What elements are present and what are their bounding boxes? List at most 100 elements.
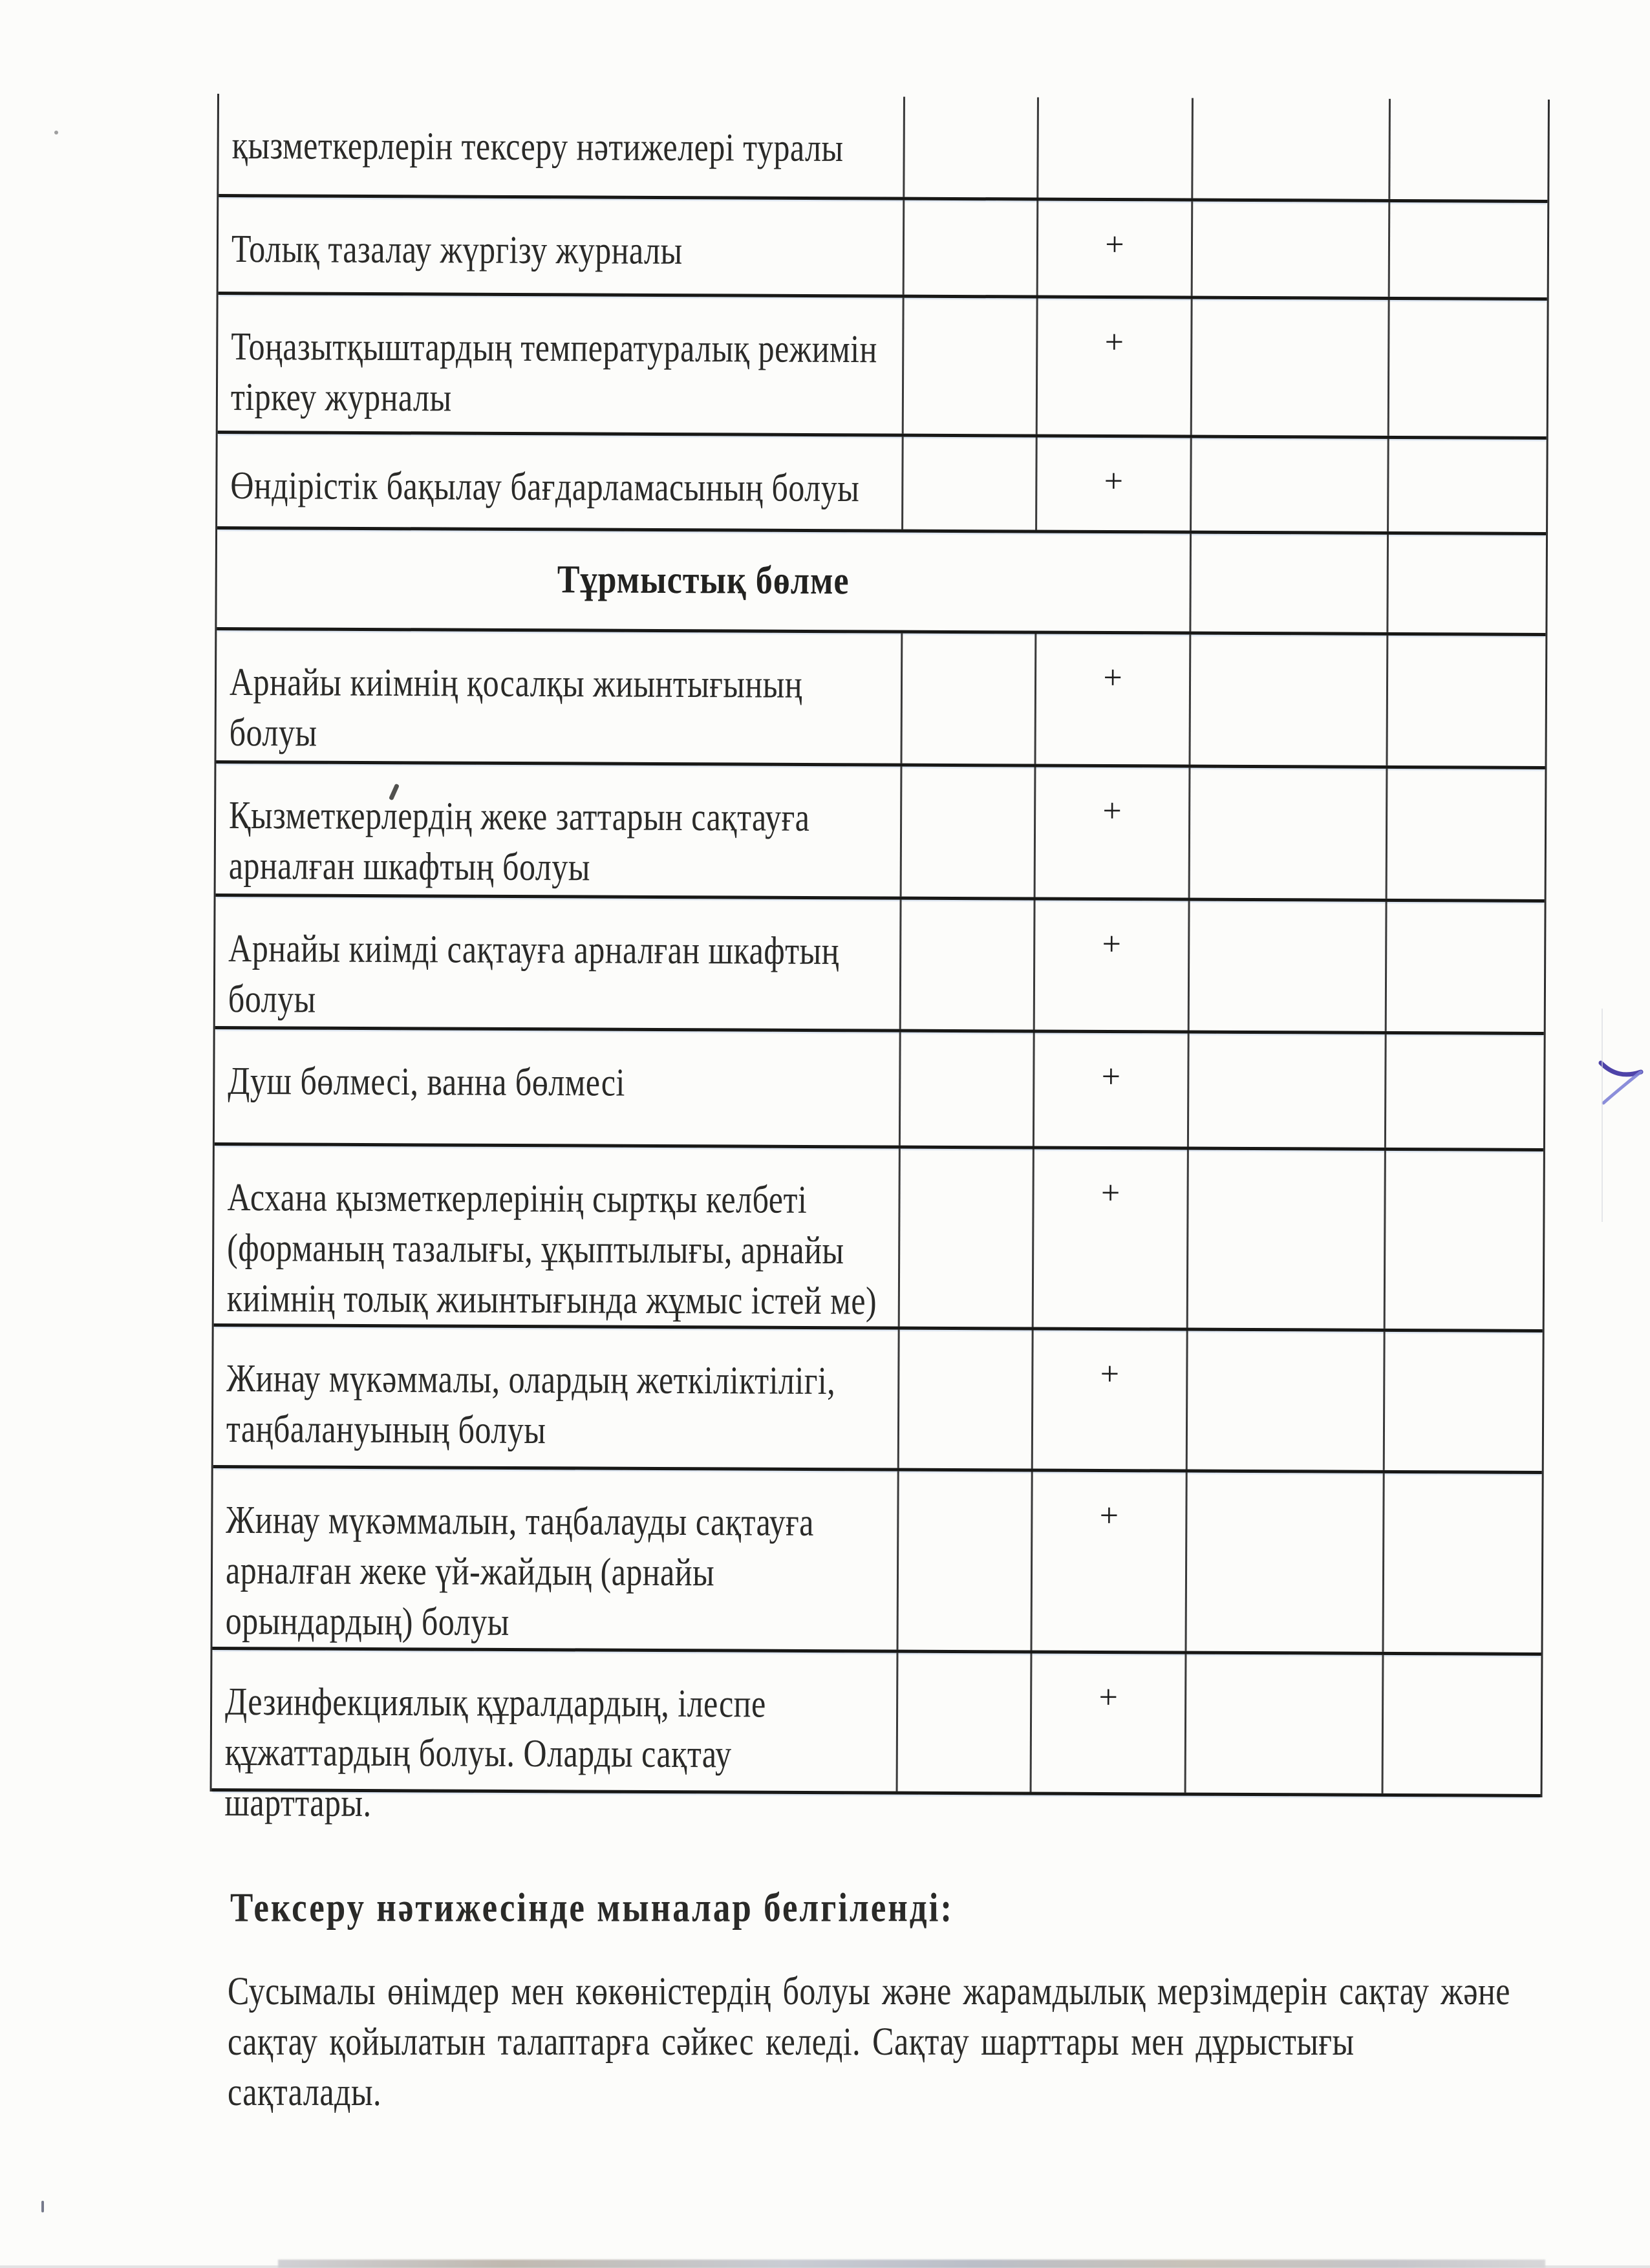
empty-cell [1191,533,1389,632]
criterion-text: Жинау мүкәммалы, олардың жеткіліктілігі,… [226,1355,836,1452]
criterion-text: Толық тазалау жүргізу журналы [231,226,683,273]
empty-cell [1387,902,1541,1032]
empty-cell [1189,901,1388,1031]
criterion-text: Дезинфекциялық құралдардың, ілеспе құжат… [224,1678,766,1825]
criterion-cell: Жинау мүкәммалы, олардың жеткіліктілігі,… [213,1326,900,1468]
empty-cell [1188,1033,1387,1148]
empty-cell [1193,98,1391,199]
empty-cell [904,200,1039,295]
plus-mark: + [1100,1355,1120,1393]
empty-cell [1385,1332,1539,1471]
check-column-cell: + [1032,1471,1188,1651]
criterion-cell: Қызметкерлердің жеке заттарын сақтауға а… [215,764,903,897]
empty-cell [1190,767,1388,899]
empty-cell [903,436,1038,530]
findings-paragraph-line: сақтау қойылатын талаптарға сәйкес келед… [228,2018,1355,2114]
table-row: Өндірістік бақылау бағдарламасының болуы… [217,434,1547,535]
table-row: Душ бөлмесі, ванна бөлмесі + [214,1029,1544,1151]
plus-mark: + [1100,1174,1120,1212]
criterion-text: Арнайы киімді сақтауға арналған шкафтың … [228,925,840,1021]
criterion-text: қызметкерлерін тексеру нәтижелері туралы [231,122,844,170]
empty-cell [1192,201,1391,297]
plus-mark: + [1098,1678,1118,1717]
criterion-cell: Арнайы киімнің қосалқы жиынтығының болуы [216,630,903,764]
table-row: Арнайы киімді сақтауға арналған шкафтың … [215,897,1545,1035]
dust-speck [41,2201,44,2212]
empty-cell [905,96,1039,198]
empty-cell [1388,535,1542,633]
section-header-label: Тұрмыстық бөлме [557,558,850,603]
empty-cell [1186,1472,1385,1652]
criterion-cell: Толық тазалау жүргізу журналы [218,197,905,295]
check-column-cell: + [1036,634,1192,765]
empty-cell [902,633,1037,764]
check-column-cell: + [1033,1330,1188,1470]
empty-cell [1188,1150,1386,1329]
table-row: Арнайы киімнің қосалқы жиынтығының болуы… [216,630,1546,769]
criterion-text: Қызметкерлердің жеке заттарын сақтауға а… [228,792,810,889]
empty-cell [1389,300,1543,436]
table-row: Жинау мүкәммалы, олардың жеткіліктілігі,… [213,1326,1543,1474]
criterion-text: Душ бөлмесі, ванна бөлмесі [228,1058,626,1104]
empty-cell [1388,769,1541,899]
empty-cell [899,1148,1034,1327]
findings-paragraph-line: Сусымалы өнімдер мен көкөністердің болуы… [228,1968,1510,2013]
findings-paragraph: Сусымалы өнімдер мен көкөністердің болуы… [228,1965,1510,2117]
empty-cell [1390,202,1544,297]
criterion-text: Жинау мүкәммалын, таңбалауды сақтауға ар… [225,1497,815,1644]
empty-cell [1390,99,1544,200]
criterion-text: Арнайы киімнің қосалқы жиынтығының болуы [229,659,803,754]
scanner-edge-artifact [278,2260,1545,2268]
criterion-cell: Өндірістік бақылау бағдарламасының болуы [217,434,904,530]
empty-cell [899,1329,1034,1469]
criterion-cell: Тоңазытқыштардың температуралық режимін … [217,295,905,434]
empty-cell [897,1653,1033,1792]
table-row: қызметкерлерін тексеру нәтижелері туралы [219,94,1548,203]
page-fold-artifact [1602,1009,1603,1222]
table-row: Жинау мүкәммалын, таңбалауды сақтауға ар… [212,1468,1542,1656]
table-row: Қызметкерлердің жеке заттарын сақтауға а… [215,764,1545,903]
empty-cell [901,766,1036,897]
check-column-cell [1038,97,1194,198]
plus-mark: + [1103,659,1122,697]
empty-cell [900,1032,1035,1146]
criterion-cell: қызметкерлерін тексеру нәтижелері туралы [219,94,905,197]
empty-cell [1386,1034,1540,1148]
empty-cell [1389,439,1543,532]
plus-mark: + [1105,226,1124,264]
plus-mark: + [1104,323,1124,361]
plus-mark: + [1102,792,1122,830]
table-row: Тоңазытқыштардың температуралық режимін … [217,295,1547,440]
criterion-cell: Душ бөлмесі, ванна бөлмесі [214,1029,901,1146]
plus-mark: + [1104,462,1124,500]
check-column-cell: + [1034,1032,1190,1147]
plus-mark: + [1099,1497,1119,1535]
table-row: Толық тазалау жүргізу журналы + [218,197,1548,301]
criterion-cell: Асхана қызметкерлерінің сыртқы келбеті (… [213,1145,901,1327]
empty-cell [901,899,1036,1030]
section-header-cell: Тұрмыстық бөлме [217,530,1192,632]
check-column-cell: + [1037,437,1192,531]
check-column-cell: + [1034,900,1190,1031]
empty-cell [1190,634,1389,765]
check-column-cell: + [1038,200,1194,296]
table-row: Дезинфекциялық құралдардың, ілеспе құжат… [211,1649,1541,1824]
findings-heading: Тексеру нәтижесінде мыналар белгіленді: [230,1885,954,1931]
empty-cell [903,297,1038,434]
empty-cell [1186,1654,1384,1793]
criterion-text: Асхана қызметкерлерінің сыртқы келбеті (… [226,1174,877,1323]
plus-mark: + [1101,1058,1121,1096]
criterion-cell: Дезинфекциялық құралдардың, ілеспе құжат… [211,1649,899,1824]
empty-cell [1192,299,1390,436]
check-column-cell: + [1031,1653,1187,1793]
check-column-cell: + [1033,1149,1189,1328]
inspection-table: қызметкерлерін тексеру нәтижелері туралы… [209,94,1550,1824]
criterion-text: Өндірістік бақылау бағдарламасының болуы [230,462,860,510]
empty-cell [898,1471,1033,1651]
criterion-text: Тоңазытқыштардың температуралық режимін … [230,323,878,420]
check-column-cell: + [1035,767,1191,898]
criterion-cell: Жинау мүкәммалын, таңбалауды сақтауға ар… [212,1468,899,1650]
dust-speck [54,131,58,134]
plus-mark: + [1102,925,1122,963]
